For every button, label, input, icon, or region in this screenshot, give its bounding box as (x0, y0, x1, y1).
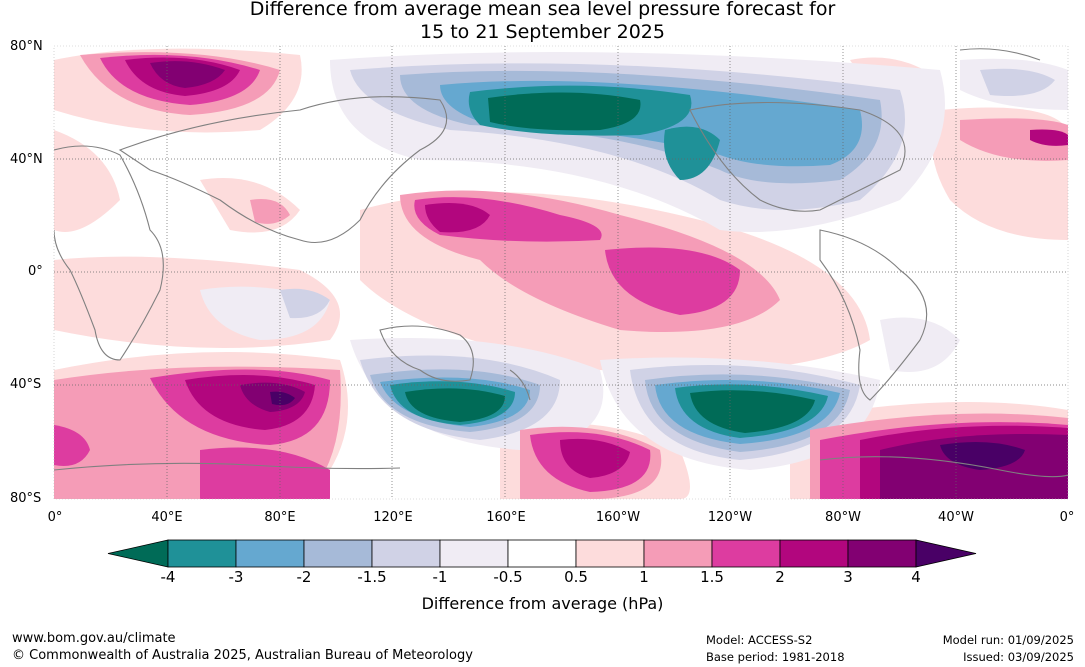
colorbar-swatch (779, 539, 849, 568)
colorbar-swatch (439, 539, 509, 568)
lon-label-40w: 40°W (938, 510, 974, 525)
colorbar-swatch (711, 539, 781, 568)
lon-label-160e: 160°E (486, 510, 526, 525)
colorbar-tick-label: -1 (432, 568, 448, 586)
colorbar-tick-label: 3 (843, 568, 853, 586)
lat-label-40s: 40°S (10, 377, 42, 392)
colorbar-swatch (507, 539, 577, 568)
lon-label-80w: 80°W (825, 510, 861, 525)
map-title-line1: Difference from average mean sea level p… (249, 0, 836, 20)
colorbar-tick-label: -2 (296, 568, 312, 586)
lat-label-80s: 80°S (10, 491, 42, 506)
footer-model: Model: ACCESS-S2 (706, 633, 813, 647)
footer-url[interactable]: www.bom.gov.au/climate (12, 631, 176, 646)
map-title-line2: 15 to 21 September 2025 (420, 21, 665, 43)
lon-label-120e: 120°E (373, 510, 413, 525)
footer-issued: Issued: 03/09/2025 (963, 650, 1074, 664)
colorbar-swatch (847, 539, 917, 568)
colorbar-title: Difference from average (hPa) (421, 594, 664, 613)
colorbar-tick-label: 2 (775, 568, 785, 586)
lon-label-80e: 80°E (264, 510, 296, 525)
colorbar-swatch (575, 539, 645, 568)
lat-label-80n: 80°N (10, 39, 43, 54)
colorbar-tick-label: 4 (911, 568, 921, 586)
colorbar-tick-label: 1 (639, 568, 649, 586)
lon-label-120w: 120°W (707, 510, 753, 525)
lon-label-160w: 160°W (595, 510, 641, 525)
footer-copyright: © Commonwealth of Australia 2025, Austra… (12, 648, 473, 663)
colorbar-tick-label: -1.5 (357, 568, 387, 586)
lat-label-0: 0° (28, 264, 43, 279)
colorbar-tick-label: 0.5 (564, 568, 588, 586)
colorbar-swatch (643, 539, 713, 568)
colorbar-tick-label: -3 (228, 568, 244, 586)
colorbar-swatch (235, 539, 305, 568)
coastlines (54, 48, 1068, 478)
colorbar-swatches (107, 539, 977, 568)
footer-model-run: Model run: 01/09/2025 (942, 633, 1074, 647)
lon-label-40e: 40°E (151, 510, 183, 525)
anomaly-fields (54, 46, 1068, 499)
colorbar-swatch (371, 539, 441, 568)
lat-label-40n: 40°N (10, 152, 43, 167)
negative-anomaly-darkgreen (405, 92, 815, 433)
anomaly-map (53, 45, 1069, 500)
colorbar-tick-label: -0.5 (493, 568, 523, 586)
colorbar-tick-label: -4 (160, 568, 176, 586)
colorbar-swatch (915, 539, 977, 568)
map-frame (53, 45, 1069, 500)
colorbar-swatch (167, 539, 237, 568)
colorbar-swatch (107, 539, 169, 568)
colorbar-tick-label: 1.5 (700, 568, 724, 586)
colorbar-swatch (303, 539, 373, 568)
gridlines (54, 46, 1068, 499)
lon-label-0-right: 0° (1059, 510, 1075, 525)
footer-base-period: Base period: 1981-2018 (706, 650, 845, 664)
lon-label-0-left: 0° (47, 510, 63, 525)
